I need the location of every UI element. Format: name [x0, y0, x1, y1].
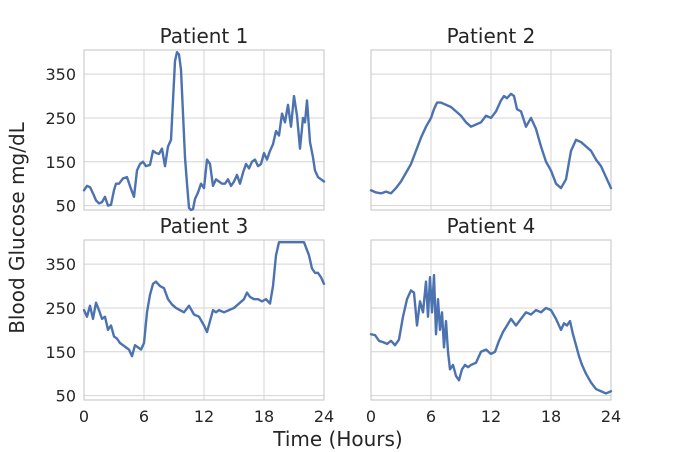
- x-tick-label: 24: [601, 407, 621, 426]
- y-tick-label: 250: [45, 299, 76, 318]
- glucose-line-patient-4: [369, 273, 613, 395]
- x-tick-label: 6: [426, 407, 436, 426]
- panel-title: Patient 3: [160, 214, 249, 238]
- y-tick-label: 50: [56, 197, 76, 216]
- panel-title: Patient 1: [160, 24, 249, 48]
- glucose-line-patient-3: [82, 240, 326, 358]
- x-tick-label: 18: [254, 407, 274, 426]
- x-tick-label: 18: [541, 407, 561, 426]
- panel-patient-1: Patient 1 50 150 250 350: [45, 24, 326, 216]
- y-tick-label: 150: [45, 343, 76, 362]
- x-tick-label: 0: [79, 407, 89, 426]
- plot-frame: [370, 49, 612, 211]
- y-tick-label: 50: [56, 387, 76, 406]
- x-tick-label: 0: [366, 407, 376, 426]
- y-tick-label: 250: [45, 109, 76, 128]
- x-tick-label: 6: [139, 407, 149, 426]
- x-tick-label: 12: [194, 407, 214, 426]
- x-tick-label: 12: [481, 407, 501, 426]
- glucose-line-patient-2: [369, 92, 613, 195]
- x-tick-label: 24: [314, 407, 334, 426]
- panel-patient-3: Patient 3 50 150 250 350 0 6 12 18 24: [45, 214, 334, 426]
- x-axis-label: Time (Hours): [272, 427, 403, 451]
- y-tick-label: 150: [45, 153, 76, 172]
- panel-title: Patient 4: [447, 214, 536, 238]
- plot-frame: [83, 239, 325, 401]
- panel-patient-4: Patient 4 0 6 12 18 24: [366, 214, 621, 426]
- plot-frame: [83, 49, 325, 211]
- plot-frame: [370, 239, 612, 401]
- y-axis-label: Blood Glucose mg/dL: [5, 121, 29, 333]
- panel-patient-2: Patient 2: [369, 24, 613, 211]
- subplot-grid: Patient 1 50 150 250 350 Patient 2 Patient 3 50…: [45, 24, 621, 426]
- y-tick-label: 350: [45, 255, 76, 274]
- panel-title: Patient 2: [447, 24, 536, 48]
- glucose-line-patient-1: [82, 50, 326, 212]
- y-tick-label: 350: [45, 65, 76, 84]
